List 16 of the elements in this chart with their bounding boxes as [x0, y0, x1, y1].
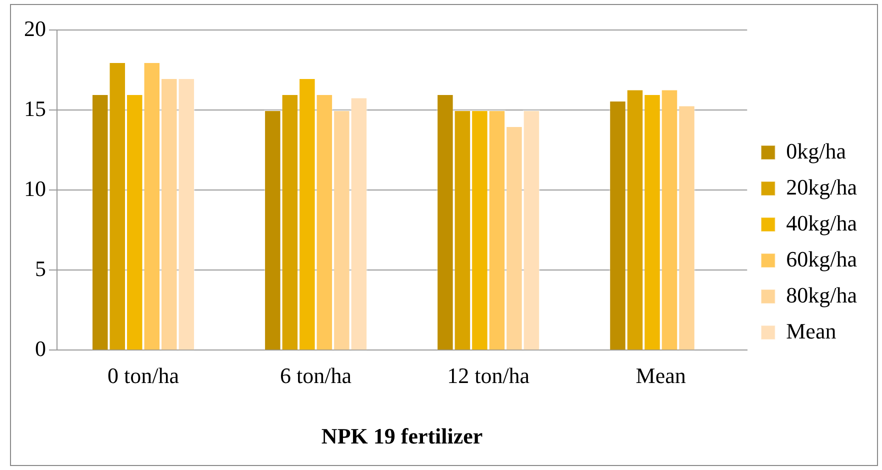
y-tick-label: 15	[24, 96, 46, 121]
x-tick-label: 12 ton/ha	[447, 363, 530, 388]
legend-label: 60kg/ha	[786, 246, 858, 272]
legend-label: 20kg/ha	[786, 174, 858, 200]
y-tick-label: 20	[24, 16, 46, 41]
legend-label: 0kg/ha	[786, 138, 846, 164]
y-tick-label: 5	[35, 256, 46, 281]
legend-label: 80kg/ha	[786, 282, 858, 308]
y-tick-label: 0	[35, 336, 46, 361]
legend-label: Mean	[786, 318, 836, 344]
x-axis-title: NPK 19 fertilizer	[321, 423, 483, 448]
legend-label: 40kg/ha	[786, 210, 858, 236]
x-tick-label: 0 ton/ha	[108, 363, 180, 388]
y-tick-label: 10	[24, 176, 46, 201]
x-tick-label: 6 ton/ha	[280, 363, 352, 388]
x-tick-label: Mean	[636, 363, 686, 388]
